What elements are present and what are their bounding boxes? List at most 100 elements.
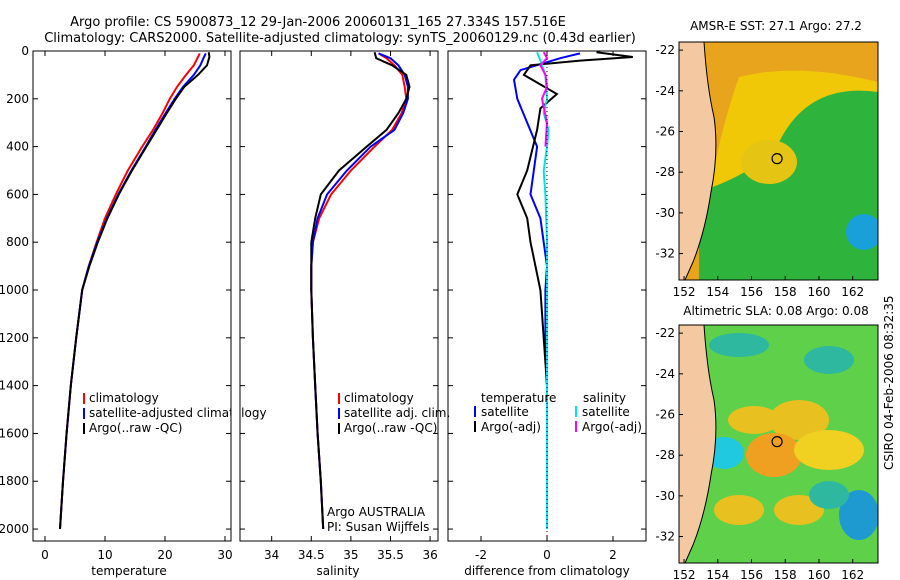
map-y-tick-label: -32 [655, 530, 675, 544]
x-tick-label: 0 [41, 548, 49, 562]
map-x-tick-label: 152 [673, 568, 696, 580]
x-tick-label: 35 [343, 548, 358, 562]
title-line-1: Argo profile: CS 5900873_12 29-Jan-2006 … [70, 15, 566, 30]
map-x-tick-label: 156 [740, 285, 763, 299]
map-y-tick-label: -24 [655, 367, 675, 381]
float-position-marker [771, 153, 783, 165]
salinity-legend: climatology satellite adj. clim. Argo(..… [338, 391, 450, 435]
map-y-tick-label: -26 [655, 408, 675, 422]
map-x-tick-label: 158 [774, 285, 797, 299]
map-x-tick-label: 160 [808, 568, 831, 580]
x-tick-label: 10 [97, 548, 112, 562]
temperature-axes [32, 50, 232, 542]
sla-anomaly-blob [839, 490, 878, 540]
x-tick-label: 34.5 [298, 548, 325, 562]
sla-anomaly-blob [804, 346, 854, 374]
map-x-tick-label: 154 [706, 285, 729, 299]
legend-clip [231, 405, 240, 420]
sla-anomaly-blob [769, 400, 829, 440]
y-tick-label: 1400 [0, 379, 29, 393]
difference-legend: temperature salinity satellite Argo(-adj… [474, 391, 642, 434]
legend-temp-satellite-label: satellite [481, 405, 529, 419]
legend-temperature-title: temperature [481, 391, 556, 405]
y-tick-label: 200 [6, 92, 29, 106]
credit-line-1: Argo AUSTRALIA [327, 505, 426, 519]
sst-warm-eddy [741, 140, 797, 184]
land-mass [679, 325, 717, 563]
sla-anomaly-blob [728, 406, 780, 434]
x-tick-label: 0 [543, 548, 551, 562]
sla-anomaly-blob [794, 430, 864, 470]
salinity-xlabel: salinity [316, 564, 359, 578]
x-tick-label: 30 [217, 548, 232, 562]
side-timestamp: CSIRO 04-Feb-2006 08:32:35 [882, 295, 896, 470]
y-tick-label: 1000 [0, 283, 29, 297]
sst-cool-region [699, 90, 878, 280]
sst-cold-spot [846, 214, 878, 250]
difference-xlabel: difference from climatology [464, 564, 630, 578]
map-y-tick-label: -32 [655, 247, 675, 261]
salinity-axes [239, 50, 439, 542]
sst-map: 152 154 156 158 160 162 -22 -24 -26 -28 -30 -32 [655, 41, 879, 299]
y-tick-label: 0 [21, 44, 29, 58]
map-y-tick-label: -28 [655, 448, 675, 462]
legend-argo-label: Argo(..raw -QC) [89, 421, 182, 435]
x-tick-label: 36 [422, 548, 437, 562]
float-position-marker [771, 436, 783, 448]
series-line-salinity-argo-adj- [539, 51, 549, 147]
sla-anomaly-blob [746, 433, 802, 477]
map-x-tick-label: 160 [808, 285, 831, 299]
x-tick-label: 2 [609, 548, 617, 562]
series-line-argo [59, 52, 211, 530]
x-tick-label: 34 [264, 548, 279, 562]
map-y-tick-label: -30 [655, 206, 675, 220]
legend-satellite-label: satellite adj. clim. [344, 406, 450, 420]
x-tick-label: 35.5 [377, 548, 404, 562]
title-line-2: Climatology: CARS2000. Satellite-adjuste… [44, 31, 636, 46]
difference-plot: -2 0 2 [448, 50, 646, 562]
sla-anomaly-blob [809, 481, 849, 509]
legend-satellite-label: satellite-adjusted climatology [89, 406, 267, 420]
temperature-legend: climatology satellite-adjusted climatolo… [83, 391, 267, 435]
map-frame [678, 324, 879, 564]
legend-sal-argo-label: Argo(-adj) [582, 420, 642, 434]
map-y-tick-label: -22 [655, 326, 675, 340]
map-y-tick-label: -24 [655, 84, 675, 98]
temperature-xlabel: temperature [91, 564, 166, 578]
y-tick-label: 800 [6, 235, 29, 249]
legend-argo-label: Argo(..raw -QC) [344, 421, 437, 435]
map-x-tick-label: 158 [774, 568, 797, 580]
sst-map-title: AMSR-E SST: 27.1 Argo: 27.2 [690, 19, 862, 33]
sla-map: 152 154 156 158 160 162 -22 -24 -26 -28 -30 -32 [655, 324, 879, 580]
legend-salinity-title: salinity [583, 391, 626, 405]
sla-anomaly-blob [774, 495, 824, 525]
y-tick-label: 1600 [0, 426, 29, 440]
series-line-argo [310, 51, 411, 530]
y-tick-label: 1800 [0, 474, 29, 488]
sla-anomaly-blob [709, 333, 769, 357]
map-x-tick-label: 162 [841, 568, 864, 580]
map-y-tick-label: -22 [655, 43, 675, 57]
map-x-tick-label: 154 [706, 568, 729, 580]
temperature-plot: 0 10 20 30 0 200 400 600 800 1000 1200 1400 1600 1800… [0, 44, 233, 562]
map-x-tick-label: 156 [740, 568, 763, 580]
legend-temp-argo-label: Argo(-adj) [481, 420, 541, 434]
x-tick-label: -2 [475, 548, 487, 562]
sla-map-title: Altimetric SLA: 0.08 Argo: 0.08 [683, 304, 868, 318]
map-x-tick-label: 152 [673, 285, 696, 299]
legend-climatology-label: climatology [89, 391, 159, 405]
credit-line-2: PI: Susan Wijffels [327, 520, 429, 534]
map-y-tick-label: -30 [655, 489, 675, 503]
map-x-tick-label: 162 [841, 285, 864, 299]
map-y-tick-label: -26 [655, 125, 675, 139]
y-tick-label: 600 [6, 187, 29, 201]
y-tick-label: 400 [6, 140, 29, 154]
land-mass [679, 42, 717, 280]
map-y-tick-label: -28 [655, 165, 675, 179]
sla-anomaly-blob [714, 495, 764, 525]
x-tick-label: 20 [157, 548, 172, 562]
legend-climatology-label: climatology [344, 391, 414, 405]
legend-sal-satellite-label: satellite [582, 405, 630, 419]
map-frame [678, 41, 879, 281]
